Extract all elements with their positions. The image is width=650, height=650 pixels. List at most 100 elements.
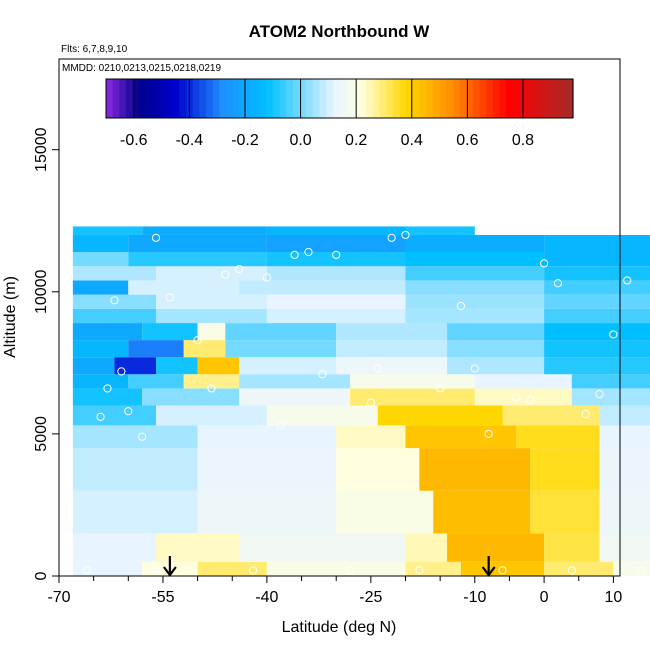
heatmap-cell (377, 405, 503, 426)
observation-point (512, 392, 521, 402)
heatmap-cell (156, 405, 267, 426)
observation-point (151, 566, 161, 575)
colorbar-tick-label: -0.6 (120, 132, 148, 149)
colorbar-swatch (452, 79, 461, 118)
colorbar-swatch (299, 79, 307, 118)
heatmap-cell (613, 561, 650, 576)
heatmap-cell (336, 357, 448, 375)
heatmap-cell (72, 340, 129, 358)
heatmap-cell (72, 252, 129, 267)
colorbar-swatch (419, 79, 427, 118)
heatmap-cell (405, 425, 517, 449)
observation-point (637, 566, 646, 575)
latitude-arrow-head (481, 566, 496, 577)
flights-subtitle: Flts: 6,7,8,9,10 (61, 44, 128, 55)
colorbar-swatch (159, 79, 167, 118)
observation-point (540, 259, 549, 268)
dates-subtitle: MMDD: 0210,0213,0215,0218,0219 (62, 63, 221, 74)
heatmap-cell (544, 323, 650, 341)
heatmap-cell (474, 388, 572, 406)
heatmap-cell (544, 308, 650, 324)
heatmap-cell (571, 388, 650, 406)
colorbar-swatch (512, 79, 521, 118)
heatmap-cell (142, 323, 198, 341)
observation-point (124, 407, 133, 416)
observation-point (276, 421, 285, 430)
colorbar-swatch (292, 79, 301, 118)
heatmap-cell (447, 340, 545, 358)
x-tick-label: -70 (47, 589, 70, 606)
observation-point (581, 409, 590, 419)
colorbar-swatch (212, 79, 221, 118)
colorbar-swatch (239, 79, 247, 118)
axes: -70-55-40-25-100102030405060708005000100… (33, 127, 622, 606)
heatmap-cell (544, 280, 650, 295)
heatmap-cell (197, 323, 226, 341)
colorbar-swatch (359, 79, 367, 118)
heatmap-cell (72, 448, 198, 491)
heatmap-cell (266, 561, 406, 576)
observation-point (373, 364, 382, 373)
colorbar-swatch (466, 79, 474, 118)
colorbar-swatch (279, 79, 287, 118)
heatmap-cell (447, 357, 545, 375)
colorbar-swatch (492, 79, 501, 118)
heatmap-cell (599, 533, 650, 562)
x-tick-label: -10 (463, 589, 486, 606)
observation-point (401, 230, 410, 240)
heatmap-cell (530, 490, 600, 534)
heatmap-cell (239, 388, 351, 406)
colorbar-swatch (232, 79, 241, 118)
colorbar-swatch (126, 79, 134, 118)
colorbar-swatch (259, 79, 267, 118)
heatmap-cell (266, 252, 406, 267)
colorbar-swatch (206, 79, 214, 118)
latitude-arrow-head (163, 566, 177, 577)
colorbar-swatch (552, 79, 561, 118)
heatmap-cell (544, 252, 650, 267)
heatmap-cell (72, 308, 157, 324)
heatmap-cell (405, 252, 545, 267)
heatmap-cell (474, 374, 572, 389)
observation-point (165, 293, 174, 302)
colorbar-swatch (179, 79, 187, 118)
observation-point (345, 566, 355, 575)
colorbar-swatch (246, 79, 254, 118)
y-tick-label: 5000 (33, 416, 50, 452)
colorbar-swatch (119, 79, 127, 118)
observation-point (96, 412, 105, 421)
heatmap-cell (544, 340, 650, 358)
heatmap-cell (128, 280, 240, 295)
colorbar-swatch (226, 79, 234, 118)
colorbar-swatch (439, 79, 447, 118)
heatmap-cell (405, 294, 545, 309)
observation-point (436, 384, 445, 393)
colorbar-tick-label: -0.2 (231, 132, 259, 149)
heatmap-cell (405, 226, 475, 235)
colorbar-tick-label: 0.6 (456, 132, 478, 149)
heatmap-cell (128, 234, 267, 253)
colorbar-swatch (219, 79, 227, 118)
colorbar-swatch (559, 79, 567, 118)
observation-point (498, 566, 507, 575)
colorbar-swatch (472, 79, 481, 118)
heatmap-cell (405, 266, 545, 281)
heatmap-cell (544, 533, 600, 562)
heatmap-cell (156, 357, 198, 375)
colorbar-swatch (192, 79, 200, 118)
heatmap-cell (350, 374, 475, 389)
observation-point (470, 364, 479, 373)
observation-point (366, 398, 375, 407)
observation-points (82, 230, 646, 575)
observation-point (248, 566, 258, 575)
heatmap-cell (197, 425, 337, 449)
colorbar-swatch (546, 79, 554, 118)
heatmap-cell (156, 266, 267, 281)
colorbar-swatch (446, 79, 454, 118)
colorbar-swatch (132, 79, 140, 118)
heatmap-cell (460, 561, 545, 576)
heatmap-cell (405, 308, 545, 324)
colorbar-swatch (266, 79, 274, 118)
heatmap-cell (183, 340, 226, 358)
